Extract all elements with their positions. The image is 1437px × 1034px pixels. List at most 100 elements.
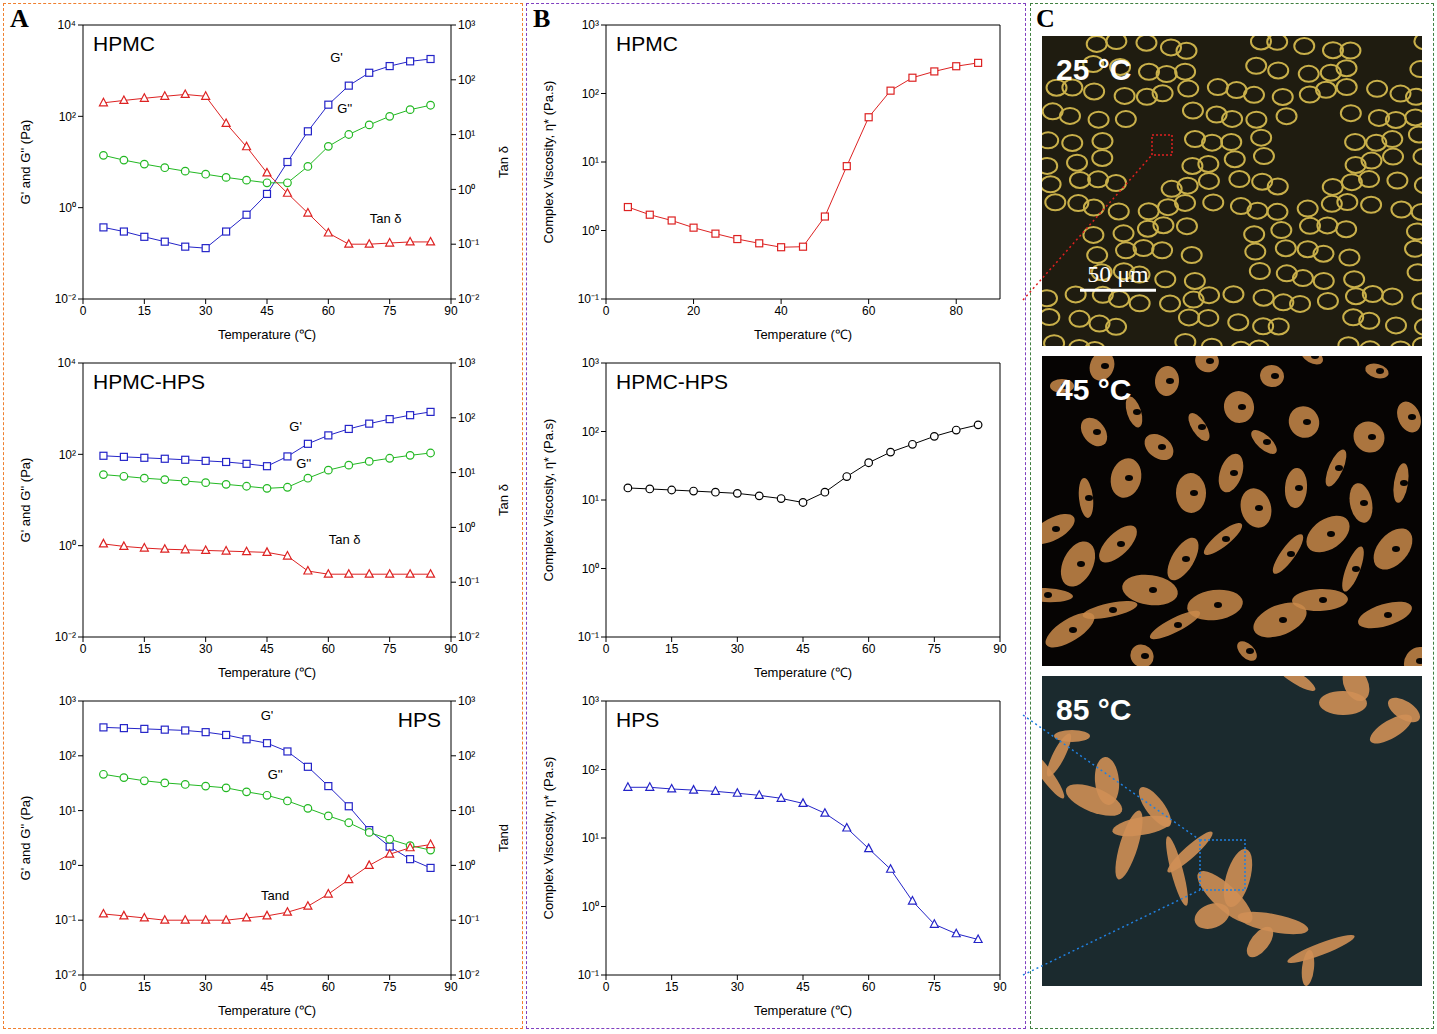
svg-text:G': G' <box>289 419 302 434</box>
svg-text:0: 0 <box>603 980 610 994</box>
svg-text:60: 60 <box>322 304 336 318</box>
svg-text:10²: 10² <box>458 411 475 425</box>
svg-text:Temperature (℃): Temperature (℃) <box>754 1003 852 1018</box>
svg-text:75: 75 <box>928 642 942 656</box>
svg-text:75: 75 <box>928 980 942 994</box>
svg-text:60: 60 <box>862 642 876 656</box>
svg-text:0: 0 <box>603 304 610 318</box>
svg-text:10⁰: 10⁰ <box>59 859 76 873</box>
svg-text:10⁻²: 10⁻² <box>55 292 76 306</box>
svg-text:Tand: Tand <box>261 888 289 903</box>
svg-text:10²: 10² <box>582 425 599 439</box>
svg-text:10¹: 10¹ <box>582 493 599 507</box>
svg-text:G'': G'' <box>337 101 352 116</box>
svg-text:G'': G'' <box>296 456 311 471</box>
svg-text:75: 75 <box>383 304 397 318</box>
svg-text:90: 90 <box>444 980 458 994</box>
svg-text:30: 30 <box>199 304 213 318</box>
svg-text:10²: 10² <box>582 87 599 101</box>
svg-text:10¹: 10¹ <box>458 804 475 818</box>
svg-text:0: 0 <box>80 304 87 318</box>
svg-text:10¹: 10¹ <box>458 128 475 142</box>
svg-text:30: 30 <box>731 642 745 656</box>
svg-text:10¹: 10¹ <box>582 831 599 845</box>
svg-text:10³: 10³ <box>458 694 475 708</box>
svg-text:60: 60 <box>862 304 876 318</box>
svg-text:10¹: 10¹ <box>59 804 76 818</box>
svg-text:75: 75 <box>383 980 397 994</box>
svg-text:15: 15 <box>138 980 152 994</box>
svg-text:10²: 10² <box>59 448 76 462</box>
svg-text:0: 0 <box>603 642 610 656</box>
svg-text:10³: 10³ <box>582 356 599 370</box>
svg-text:10³: 10³ <box>458 18 475 32</box>
svg-text:10⁰: 10⁰ <box>59 539 76 553</box>
svg-text:10⁻¹: 10⁻¹ <box>458 575 479 589</box>
svg-text:10⁰: 10⁰ <box>458 859 475 873</box>
svg-text:10²: 10² <box>582 763 599 777</box>
svg-text:40: 40 <box>774 304 788 318</box>
svg-text:80: 80 <box>950 304 964 318</box>
svg-text:30: 30 <box>199 980 213 994</box>
svg-text:G'': G'' <box>268 767 283 782</box>
svg-text:90: 90 <box>444 304 458 318</box>
svg-text:25 °C: 25 °C <box>1056 53 1131 86</box>
svg-text:10⁰: 10⁰ <box>582 562 599 576</box>
svg-text:10³: 10³ <box>582 18 599 32</box>
svg-text:45: 45 <box>260 304 274 318</box>
svg-text:Tan δ: Tan δ <box>496 484 511 516</box>
svg-text:10⁻¹: 10⁻¹ <box>458 237 479 251</box>
svg-text:10⁻²: 10⁻² <box>458 292 479 306</box>
svg-text:60: 60 <box>322 980 336 994</box>
svg-text:10⁴: 10⁴ <box>57 356 76 370</box>
svg-text:15: 15 <box>665 980 679 994</box>
svg-text:10¹: 10¹ <box>458 466 475 480</box>
svg-text:85 °C: 85 °C <box>1056 693 1131 726</box>
svg-text:G' and G'' (Pa): G' and G'' (Pa) <box>18 796 33 881</box>
svg-text:10⁻²: 10⁻² <box>458 630 479 644</box>
svg-text:10⁴: 10⁴ <box>57 18 76 32</box>
svg-text:10⁻²: 10⁻² <box>55 630 76 644</box>
svg-text:60: 60 <box>322 642 336 656</box>
svg-text:45 °C: 45 °C <box>1056 373 1131 406</box>
svg-text:G': G' <box>261 708 274 723</box>
svg-text:10³: 10³ <box>458 356 475 370</box>
svg-text:15: 15 <box>665 642 679 656</box>
svg-text:G' and G'' (Pa): G' and G'' (Pa) <box>18 120 33 205</box>
svg-text:10⁰: 10⁰ <box>458 521 475 535</box>
svg-text:10¹: 10¹ <box>582 155 599 169</box>
svg-text:10⁰: 10⁰ <box>582 224 599 238</box>
svg-text:75: 75 <box>383 642 397 656</box>
svg-text:10²: 10² <box>458 749 475 763</box>
svg-text:Temperature (℃): Temperature (℃) <box>754 665 852 680</box>
svg-text:10⁻²: 10⁻² <box>458 968 479 982</box>
svg-text:Tan δ: Tan δ <box>496 146 511 178</box>
svg-text:Temperature (℃): Temperature (℃) <box>218 327 316 342</box>
svg-text:15: 15 <box>138 304 152 318</box>
svg-text:30: 30 <box>731 980 745 994</box>
svg-text:10²: 10² <box>458 73 475 87</box>
svg-text:45: 45 <box>796 980 810 994</box>
svg-text:45: 45 <box>260 980 274 994</box>
svg-text:Tand: Tand <box>496 824 511 852</box>
svg-text:10²: 10² <box>59 110 76 124</box>
svg-text:45: 45 <box>796 642 810 656</box>
svg-text:50 μm: 50 μm <box>1087 261 1149 287</box>
svg-text:10⁰: 10⁰ <box>458 183 475 197</box>
svg-text:Complex Viscosity, η* (Pa.s): Complex Viscosity, η* (Pa.s) <box>541 419 556 582</box>
svg-text:Tan δ: Tan δ <box>329 532 361 547</box>
svg-text:Temperature (℃): Temperature (℃) <box>754 327 852 342</box>
svg-text:20: 20 <box>687 304 701 318</box>
svg-text:10⁻¹: 10⁻¹ <box>578 968 599 982</box>
svg-text:10⁻¹: 10⁻¹ <box>458 913 479 927</box>
svg-text:0: 0 <box>80 642 87 656</box>
svg-text:30: 30 <box>199 642 213 656</box>
svg-text:10⁻¹: 10⁻¹ <box>578 630 599 644</box>
svg-text:45: 45 <box>260 642 274 656</box>
svg-text:10⁰: 10⁰ <box>582 900 599 914</box>
svg-text:10³: 10³ <box>582 694 599 708</box>
svg-text:Complex Viscosity, η* (Pa.s): Complex Viscosity, η* (Pa.s) <box>541 757 556 920</box>
svg-text:Temperature (℃): Temperature (℃) <box>218 1003 316 1018</box>
svg-text:90: 90 <box>993 980 1007 994</box>
svg-text:Tan δ: Tan δ <box>370 211 402 226</box>
